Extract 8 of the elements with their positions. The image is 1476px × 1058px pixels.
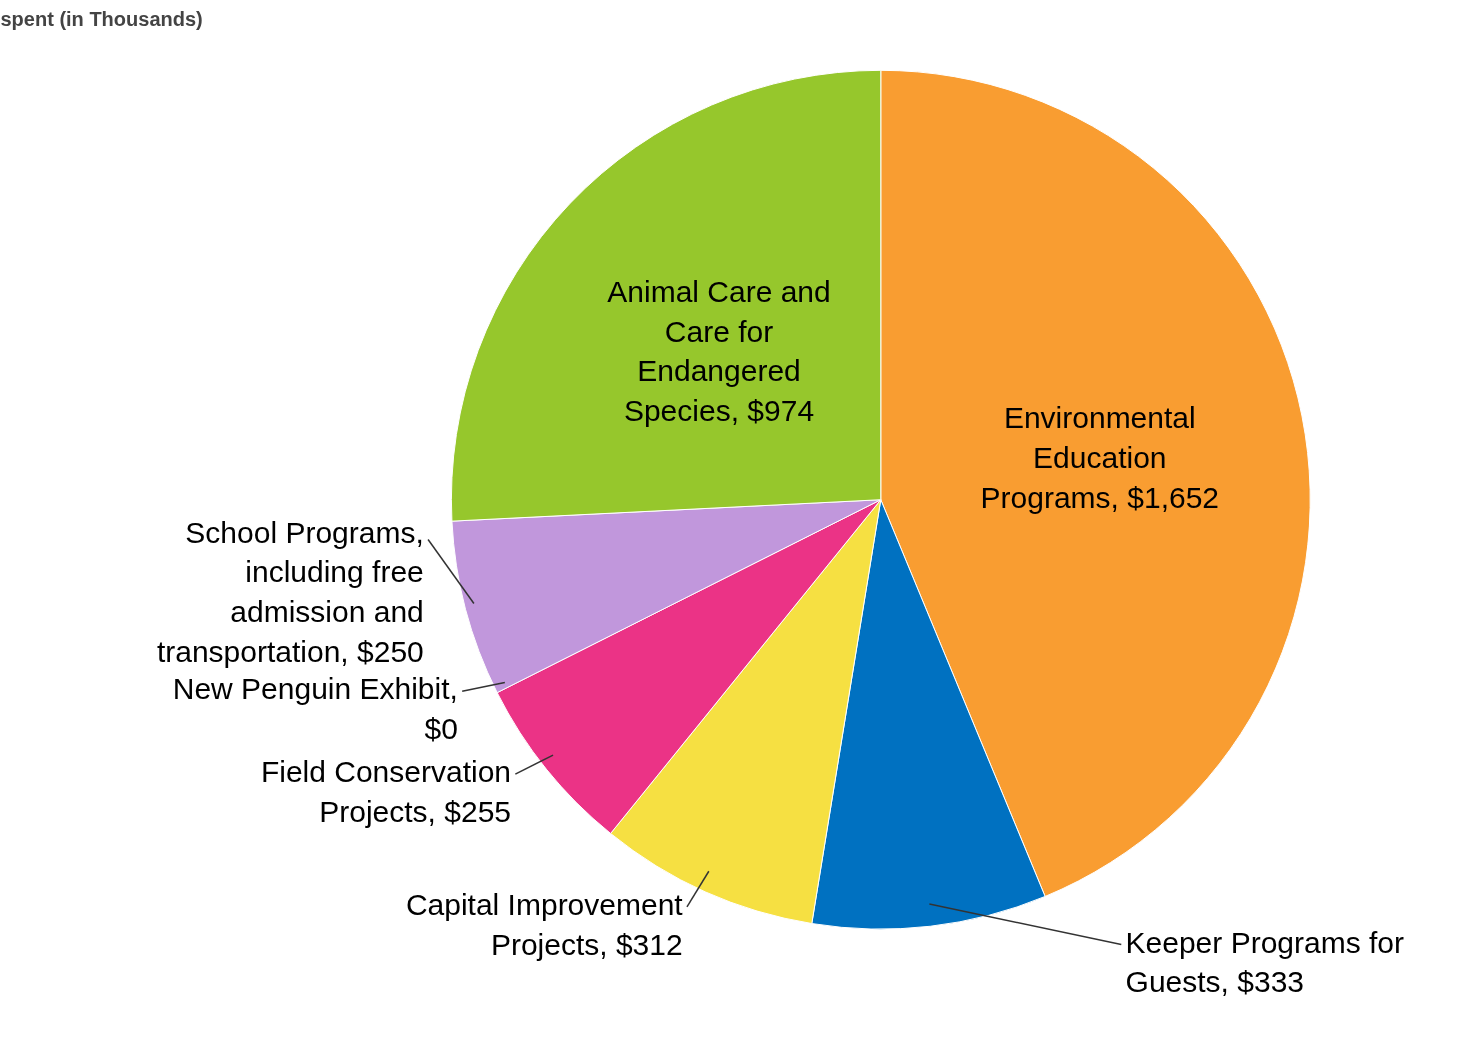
slice-label: Keeper Programs for Guests, $333 bbox=[1125, 925, 1405, 999]
slice-label: School Programs, including free admission and transportation, $250 bbox=[156, 515, 424, 668]
chart-title: spent (in Thousands) bbox=[0, 7, 203, 30]
slice-label: Field Conservation Projects, $255 bbox=[260, 755, 512, 828]
slice-label: Animal Care and Care for Endangered Species, $974 bbox=[607, 274, 831, 427]
legend-label: New Penguin Exhibit, $0 bbox=[172, 672, 458, 746]
slice-label: Capital Improvement Projects, $312 bbox=[405, 888, 684, 961]
slice-label: Environmental Education Programs, $1,652 bbox=[980, 401, 1220, 514]
